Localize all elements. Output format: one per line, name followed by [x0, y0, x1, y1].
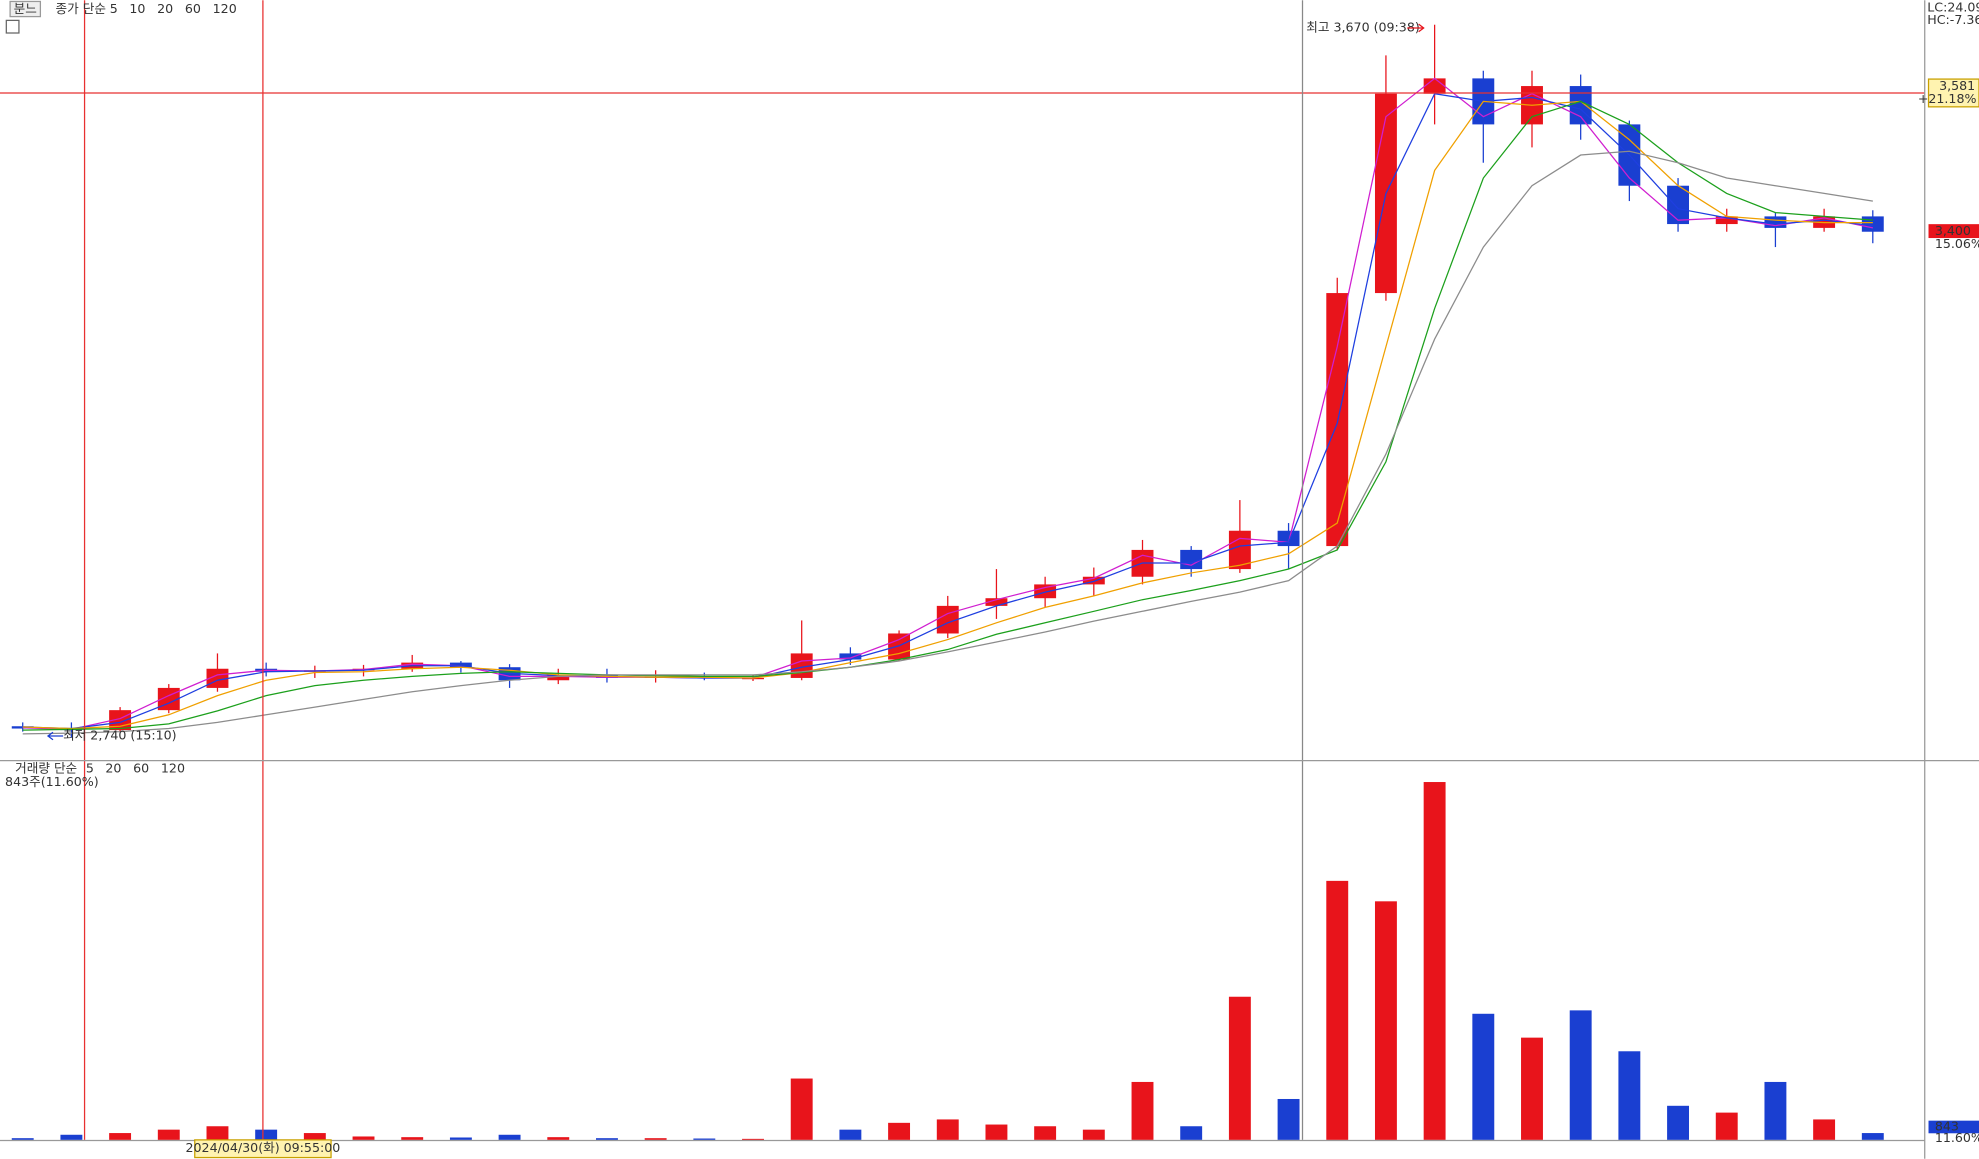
legend-entry: 60	[185, 1, 201, 16]
candle-body	[1034, 584, 1057, 599]
volume-bar	[109, 1133, 132, 1140]
volume-bar	[1034, 1126, 1057, 1140]
volume-bar	[1423, 782, 1446, 1140]
volume-bar	[60, 1134, 83, 1140]
candle-body	[1715, 216, 1738, 225]
volume-bar	[1813, 1119, 1836, 1140]
high-arrow	[1407, 23, 1425, 33]
last-change: 15.06%	[1935, 236, 1979, 251]
legend-title: 거래량 단순	[15, 760, 77, 775]
candle-body	[1423, 78, 1446, 94]
moving-average-line	[22, 93, 1873, 730]
lc-label: LC:24.09	[1927, 0, 1979, 14]
cursor-time: 2024/04/30(화) 09:55:00	[186, 1140, 341, 1155]
volume-bar	[1326, 880, 1349, 1140]
volume-bar	[1715, 1112, 1738, 1140]
candle-body	[1764, 216, 1787, 228]
candle-body	[1228, 530, 1251, 570]
volume-bar	[839, 1129, 862, 1140]
volume-bar	[1521, 1037, 1543, 1140]
last-volume-change: 11.60%	[1935, 1130, 1979, 1145]
candle-body	[1277, 530, 1300, 547]
high-annotation: 최고 3,670 (09:38)	[1306, 19, 1419, 34]
candle-body	[839, 653, 862, 660]
candle-body	[1861, 216, 1884, 232]
last-volume: 843	[1935, 1118, 1959, 1133]
volume-bar	[1618, 1051, 1641, 1140]
volume-summary: 843주(11.60%)	[5, 774, 99, 789]
grid-icon[interactable]	[5, 19, 20, 34]
volume-bar	[449, 1137, 472, 1140]
candle-body	[1082, 576, 1105, 585]
low-arrow	[46, 731, 64, 741]
last-volume-tag	[1928, 1120, 1979, 1134]
candle-body	[1180, 549, 1203, 570]
volume-bar	[157, 1129, 180, 1140]
moving-average-line	[22, 150, 1873, 735]
volume-bar	[1131, 1081, 1154, 1140]
legend-entry: 5	[86, 760, 94, 775]
volume-bar	[1667, 1105, 1690, 1140]
volume-bar	[693, 1138, 716, 1140]
volume-bar	[644, 1138, 667, 1140]
toolbar-button-label[interactable]: 분느	[14, 1, 37, 16]
candle-body	[985, 598, 1008, 606]
marks-layer	[0, 0, 1925, 1140]
last-price-tag	[1928, 224, 1979, 239]
volume-bar	[255, 1129, 278, 1140]
cursor-price: 3,581	[1939, 78, 1975, 93]
volume-bar	[1861, 1133, 1884, 1140]
volume-bar	[547, 1137, 570, 1140]
legend-entry: 60	[133, 760, 149, 775]
volume-bar	[1472, 1013, 1495, 1140]
last-price: 3,400	[1935, 223, 1971, 238]
candle-body	[1667, 185, 1690, 225]
volume-bar	[790, 1078, 813, 1140]
candle-body	[1326, 293, 1349, 547]
moving-average-line	[22, 100, 1873, 731]
hc-label: HC:-7.36	[1927, 12, 1979, 27]
volume-bar	[498, 1134, 521, 1140]
volume-bar	[1764, 1081, 1787, 1140]
candle-body	[449, 662, 472, 668]
volume-bar	[596, 1138, 618, 1140]
volume-bar	[401, 1137, 424, 1140]
cursor-time-tag	[194, 1139, 332, 1159]
legend-entry: 120	[161, 760, 185, 775]
volume-bar	[888, 1122, 911, 1140]
volume-bar	[1277, 1098, 1300, 1140]
volume-bar	[1374, 901, 1397, 1140]
legend-entry: 5	[110, 1, 118, 16]
volume-bar	[985, 1124, 1008, 1140]
volume-bar	[1082, 1129, 1105, 1140]
candle-body	[936, 605, 959, 634]
cursor-change: +21.18%	[1918, 91, 1977, 106]
legend-title: 종가 단순	[56, 1, 106, 16]
low-annotation: 최저 2,740 (15:10)	[63, 728, 177, 743]
volume-bar	[11, 1138, 34, 1140]
cursor-tag	[1927, 78, 1979, 108]
candle-body	[547, 674, 570, 681]
volume-bar	[206, 1126, 229, 1140]
candle-body	[742, 677, 764, 680]
candle-body	[888, 633, 911, 660]
legend-entry: 20	[105, 760, 121, 775]
volume-bar	[742, 1138, 764, 1140]
legend-entry: 120	[213, 1, 237, 16]
legend-entry: 10	[129, 1, 145, 16]
volume-bar	[936, 1119, 959, 1140]
volume-bar	[1180, 1126, 1203, 1140]
toolbar-button[interactable]	[9, 0, 42, 18]
volume-bar	[303, 1133, 326, 1140]
volume-bar	[352, 1136, 375, 1140]
moving-average-line	[22, 100, 1873, 730]
legend-entry: 20	[157, 1, 173, 16]
volume-bar	[1228, 996, 1251, 1140]
volume-bar	[1569, 1010, 1592, 1140]
